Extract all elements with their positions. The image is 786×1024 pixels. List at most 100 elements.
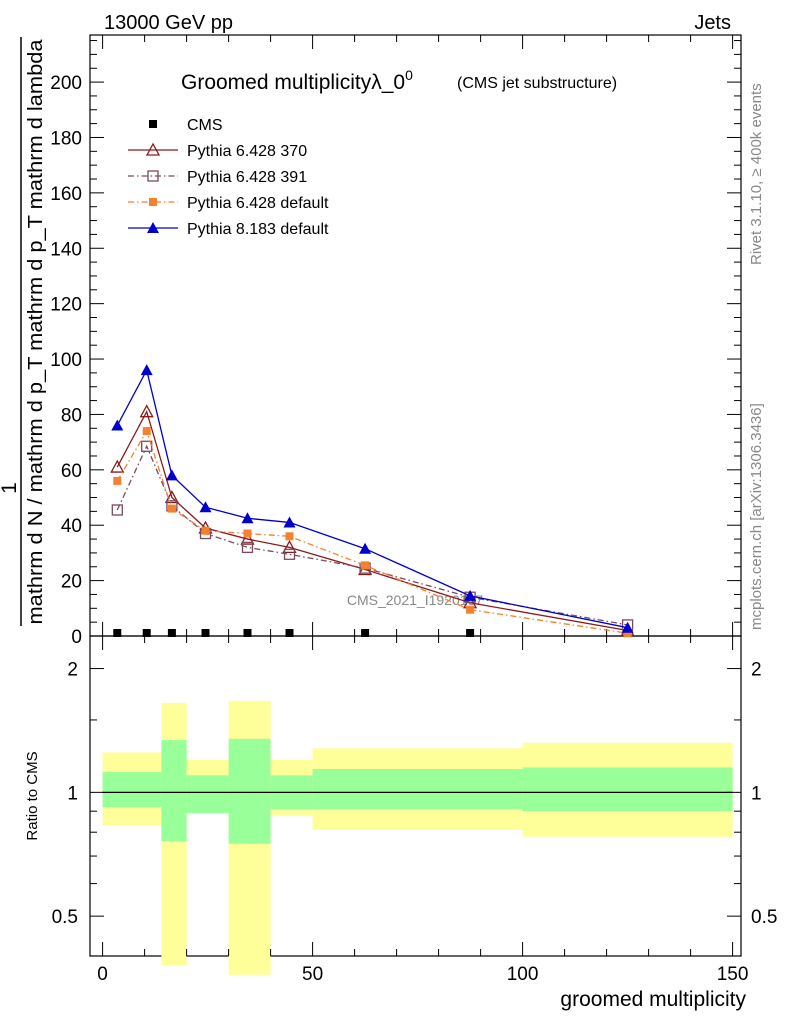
chart-subtitle: (CMS jet substructure) [457,75,617,92]
ratio-band-inner-0 [102,772,162,808]
main-ytick-label-1: 20 [61,572,82,593]
series-3-point-6 [361,561,370,570]
series-0-point-6 [361,629,370,637]
series-2-point-4 [241,541,254,554]
main-ytick-label-4: 80 [61,405,82,426]
main-ytick-label-9: 180 [50,128,82,149]
y-axis-label: 1 mathrm d N / mathrm d p_T mathrm d p_T… [0,37,47,626]
ratio-ytick-label-right-1: 1 [751,783,762,804]
ratio-band-inner-3 [228,738,271,844]
ratio-plot-frame [89,635,742,957]
series-line-2 [116,444,628,626]
series-4-point-0 [111,419,124,431]
y-label-numerator: 1 [0,482,21,494]
mcplots-label: mcplots.cern.ch [arXiv:1306.3436] [748,403,765,630]
legend-label-0: CMS [187,117,223,134]
series-4-point-5 [283,516,296,528]
main-ytick-label-6: 120 [50,295,82,316]
legend-entry-0: CMS [149,117,223,134]
series-0-point-4 [243,629,252,637]
series-3-point-5 [285,532,294,541]
ratio-ytick-label-0: 0.5 [52,907,78,928]
legend-label-3: Pythia 6.428 default [187,195,329,212]
series-2-point-1 [141,440,153,452]
series-1-point-0 [110,459,125,473]
ratio-ytick-label-right-0: 0.5 [751,907,777,928]
legend-marker-4 [147,222,159,233]
legend-marker-3 [149,198,157,206]
series-3-point-8 [623,629,632,638]
ratio-xtick-label-0: 0 [97,964,108,985]
series-0-point-0 [113,629,122,637]
series-0-point-1 [142,629,151,637]
series-3-point-3 [201,526,210,535]
series-2-point-5 [283,548,296,560]
series-line-4 [116,368,628,629]
series-1-point-1 [139,404,154,418]
legend-label-2: Pythia 6.428 391 [187,169,307,186]
series-1-point-2 [164,490,179,504]
series-layer [110,364,635,638]
ratio-ytick-label-2: 2 [67,660,78,681]
series-4-point-7 [464,589,477,601]
series-0-point-5 [285,629,294,637]
ratio-y-label: Ratio to CMS [24,751,41,840]
rivet-label: Rivet 3.1.10, ≥ 400k events [748,83,765,265]
category-label: Jets [694,12,731,34]
ratio-xtick-label-1: 50 [302,964,323,985]
series-1-point-5 [282,540,297,554]
main-ytick-label-10: 200 [50,73,82,94]
ratio-xtick-label-3: 150 [717,964,749,985]
series-0-point-2 [167,629,176,637]
series-3-point-2 [167,504,176,513]
legend-marker-1 [145,142,161,156]
series-4-point-2 [165,469,178,481]
ratio-ytick-label-right-2: 2 [751,660,762,681]
series-4-point-4 [241,512,254,524]
series-4 [111,364,634,633]
main-ytick-label-5: 100 [50,350,82,371]
ratio-xtick-label-2: 100 [507,964,539,985]
series-3-point-4 [243,529,252,538]
legend-label-1: Pythia 6.428 370 [187,143,307,160]
series-4-point-3 [199,501,212,513]
legend: CMS Pythia 6.428 370 Pythia 6.428 391 Pythi… [128,117,329,238]
y-label-denominator: mathrm d N / mathrm d p_T mathrm d p_T m… [25,39,47,625]
legend-entry-1: Pythia 6.428 370 [128,142,307,160]
legend-marker-0 [149,120,157,128]
main-ticks: 0 20 40 60 80 100 120 140 160 180 200 [50,35,741,648]
series-1-point-4 [240,531,255,545]
series-3-point-7 [466,605,475,614]
ratio-ytick-label-1: 1 [67,783,78,804]
legend-marker-2 [147,170,159,182]
series-0-point-7 [466,629,475,637]
ratio-ticks: 0.5 0.5 1 1 2 2 0 50 100 150 [52,636,777,985]
ratio-band-inner-6 [522,767,733,812]
series-4-point-6 [359,542,372,554]
legend-entry-2: Pythia 6.428 391 [128,169,307,186]
series-2-point-0 [111,504,123,516]
series-3-point-0 [113,476,122,485]
ratio-bands [102,700,733,975]
series-4-point-1 [140,364,153,376]
x-axis-label: groomed multiplicity [560,988,746,1011]
legend-entry-4: Pythia 8.183 default [128,221,329,238]
series-0-point-3 [201,629,210,637]
series-line-1 [116,409,628,632]
ratio-band-inner-5 [312,768,523,810]
series-4-point-8 [621,621,634,633]
main-ytick-label-0: 0 [71,627,82,648]
legend-entry-3: Pythia 6.428 default [128,195,329,212]
chart-title-superscript: 0 [405,67,413,83]
ratio-band-inner-2 [186,775,229,814]
ratio-band-inner-1 [161,740,187,842]
energy-label: 13000 GeV pp [104,12,233,34]
series-3 [113,427,632,638]
main-ytick-label-8: 160 [50,184,82,205]
chart-title-main: Groomed multiplicityλ_0 [181,71,405,94]
chart-title: Groomed multiplicityλ_00 [181,67,413,94]
legend-label-4: Pythia 8.183 default [187,221,329,238]
main-ytick-label-7: 140 [50,239,82,260]
main-ytick-label-2: 40 [61,516,82,537]
